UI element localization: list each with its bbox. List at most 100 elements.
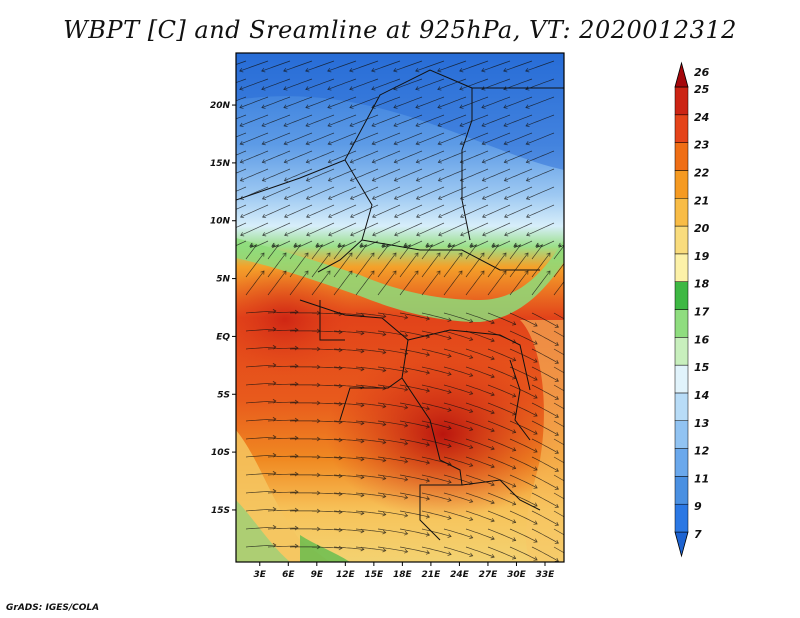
streamline-arrow [349,67,354,73]
colorbar-bin [674,448,689,477]
streamline [377,312,408,319]
streamline-arrow [371,122,376,128]
streamline [465,438,495,450]
streamline [284,222,313,236]
streamline-arrow [239,86,244,91]
streamline [245,418,276,422]
streamline-arrow [469,516,474,522]
streamline-arrow [382,511,387,517]
lat-tick-label: 10N [210,217,231,227]
streamline [311,546,343,549]
streamline [553,402,564,410]
streamline-arrow [415,195,421,200]
streamline-arrow [294,327,299,333]
streamline-arrow [261,195,267,200]
streamline-arrow [305,67,310,73]
streamline-arrow [239,122,244,128]
streamline-arrow [392,270,397,275]
streamline [371,96,401,108]
streamline-arrow [382,367,387,373]
streamline [438,168,467,182]
streamline-arrow [425,352,431,357]
streamline [261,78,291,90]
streamline [437,60,467,72]
lat-tick-label: EQ [216,332,230,342]
streamline [333,330,364,334]
streamline-arrow [349,177,354,182]
streamline [236,150,247,156]
streamline [526,168,555,182]
streamline [371,132,401,145]
streamline-arrow [480,252,485,257]
streamline-arrow [282,270,287,275]
streamline-arrow [502,252,507,257]
streamline [504,150,533,163]
streamline-arrow [304,270,309,275]
streamline [377,546,408,553]
streamline [245,490,276,494]
streamline [240,168,269,182]
streamline [394,150,423,163]
lon-tick-label: 18E [393,570,413,580]
streamline [443,330,473,341]
streamline-arrow [261,159,266,164]
streamline [421,312,452,321]
streamline [553,474,564,482]
lon-tick-label: 30E [507,570,527,580]
streamline-arrow [282,252,287,257]
streamline-arrow [481,67,486,73]
streamline-arrow [504,213,509,219]
streamline-arrow [338,347,343,353]
streamline-arrow [350,213,355,219]
streamline-arrow [447,407,452,412]
streamline-arrow [425,243,430,248]
streamline [443,438,473,449]
streamline-arrow [458,252,463,257]
lat-tick-label: 5N [216,275,230,285]
streamline [371,78,401,90]
streamline-arrow [437,122,442,128]
streamline [262,204,291,218]
streamline-arrow [481,86,486,91]
streamline [267,270,287,296]
streamline [416,186,445,200]
streamline [305,132,335,145]
streamline [355,402,386,407]
streamline-arrow [490,482,495,487]
streamline-arrow [576,523,580,526]
streamline [236,240,247,246]
streamline [236,168,247,174]
streamline [355,438,386,443]
streamline-arrow [338,401,343,407]
streamline-arrow [512,429,517,434]
streamline-arrow [382,547,387,553]
streamline [531,312,559,328]
streamline-arrow [337,243,342,248]
colorbar-label: 22 [694,166,710,179]
streamline [531,528,559,544]
streamline [531,384,559,400]
streamline-arrow [490,410,495,415]
streamline-arrow [512,321,517,326]
streamline [531,438,559,454]
streamline-arrow [469,552,474,558]
streamline [283,96,313,108]
streamline-arrow [284,213,289,219]
streamline-arrow [437,159,442,164]
streamline [526,222,555,236]
streamline [377,438,408,445]
colorbar-label: 25 [694,83,710,96]
streamline [355,420,386,425]
streamline-arrow [294,471,299,477]
streamline-arrow [349,195,355,200]
streamline [531,510,559,526]
streamline-arrow [262,213,267,219]
streamline-arrow [469,243,474,248]
streamline-arrow [327,104,332,109]
streamline-arrow [425,478,431,483]
streamline-arrow [447,515,452,520]
colorbar-bin [674,253,689,282]
streamline-arrow [459,122,464,128]
streamline [465,492,495,504]
